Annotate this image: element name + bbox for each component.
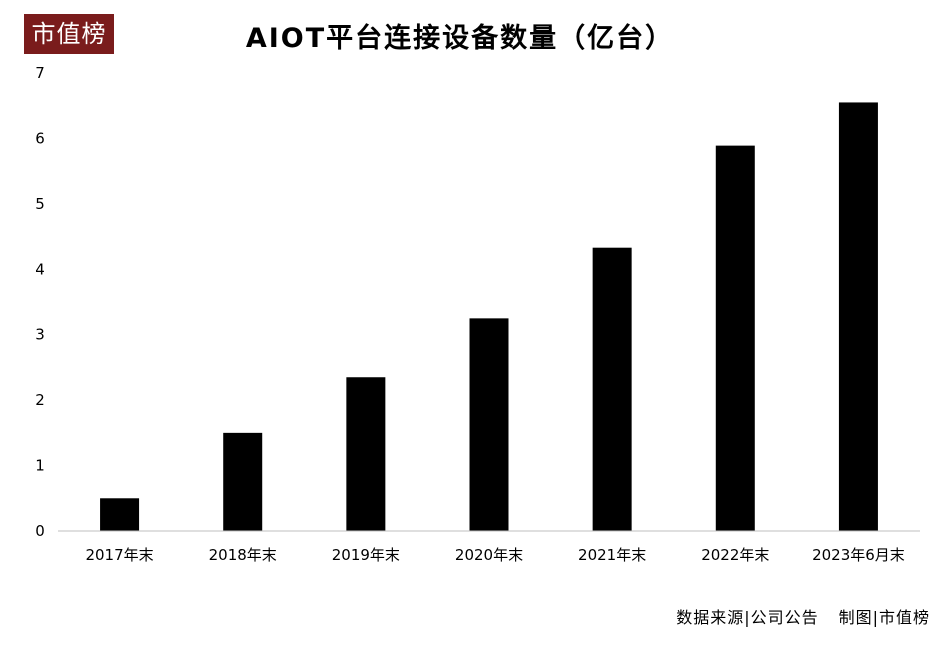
x-tick-label: 2022年末 [701,546,769,564]
y-tick-label: 7 [35,64,45,82]
y-tick-label: 5 [35,195,45,213]
bar [100,498,140,531]
footer: 数据来源|公司公告 制图|市值榜 [676,604,930,628]
bar [715,145,755,531]
x-tick-label: 2017年末 [85,546,153,564]
y-tick-label: 1 [35,457,45,475]
y-tick-label: 0 [35,522,45,540]
x-tick-label: 2021年末 [578,546,646,564]
bar [469,318,509,531]
chart-title: AIOT平台连接设备数量（亿台） [245,23,675,54]
brand-logo: 市值榜 [24,14,114,54]
x-axis: 2017年末 2018年末 2019年末 2020年末 2021年末 2022年末 2023… [85,546,904,564]
x-tick-label: 2018年末 [209,546,277,564]
source-note: 数据来源|公司公告 [676,608,819,627]
y-tick-label: 4 [35,260,45,278]
x-tick-label: 2019年末 [332,546,400,564]
y-tick-label: 2 [35,391,45,409]
y-tick-label: 3 [35,326,45,344]
bar [838,102,878,531]
y-axis: 0 1 2 3 4 5 6 7 [35,64,45,540]
credit-note: 制图|市值榜 [838,608,930,627]
bars [100,102,878,532]
y-tick-label: 6 [35,129,45,147]
bar [346,377,386,531]
x-tick-label: 2023年6月末 [812,546,905,564]
bar [223,432,263,531]
bar [592,247,632,532]
x-tick-label: 2020年末 [455,546,523,564]
